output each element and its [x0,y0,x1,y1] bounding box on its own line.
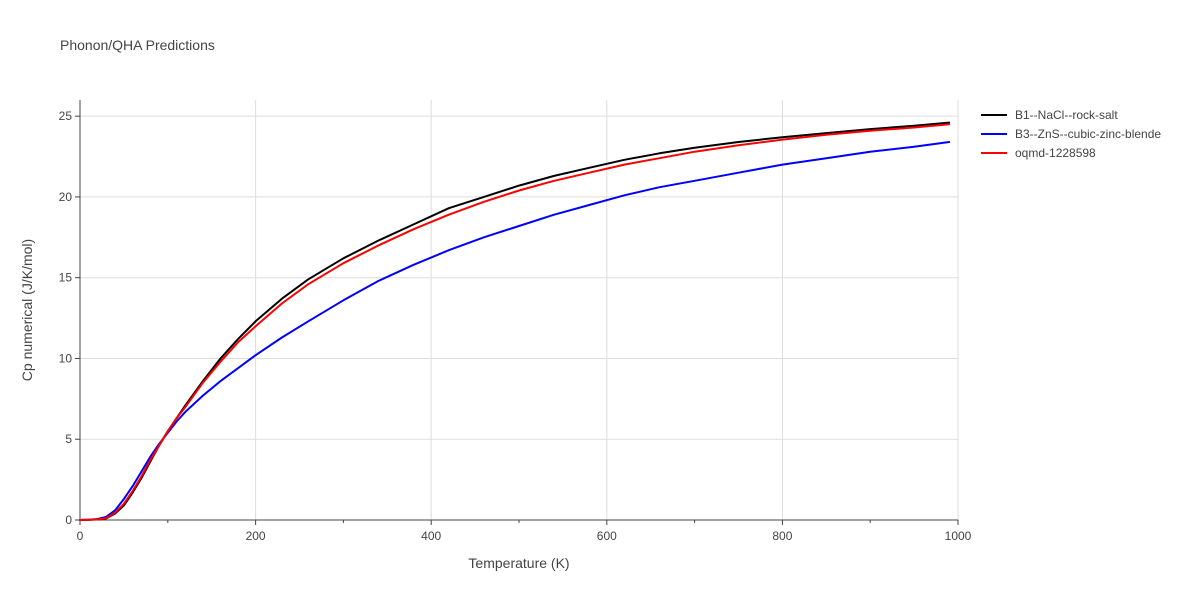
x-tick-label: 800 [772,529,792,543]
legend-label-2: B3--ZnS--cubic-zinc-blende [1015,127,1161,141]
legend-label-3: oqmd-1228598 [1015,146,1096,160]
y-axis-label: Cp numerical (J/K/mol) [19,239,35,381]
y-tick-label: 5 [65,432,72,446]
y-tick-label: 25 [59,109,73,123]
series-lines [79,121,951,521]
grid [80,100,959,520]
y-tick-label: 15 [59,271,73,285]
y-tick-labels: 0 5 10 15 20 25 [59,109,80,527]
axes [79,100,958,521]
y-tick-label: 0 [65,513,72,527]
y-tick-label: 20 [59,190,73,204]
x-axis-label: Temperature (K) [468,555,569,571]
x-tick-label: 1000 [945,529,972,543]
series-line-3 [79,123,951,521]
legend-label-1: B1--NaCl--rock-salt [1015,108,1118,122]
x-tick-label: 400 [421,529,441,543]
y-tick-label: 10 [59,351,73,365]
series-line-1 [79,121,951,521]
series-line-2 [79,141,951,521]
x-tick-label: 200 [246,529,266,543]
chart-title: Phonon/QHA Predictions [60,37,215,53]
x-tick-label: 0 [77,529,84,543]
legend: B1--NaCl--rock-salt B3--ZnS--cubic-zinc-b… [981,108,1161,160]
x-tick-labels: 0 200 400 600 800 1000 [77,520,972,543]
x-tick-label: 600 [597,529,617,543]
